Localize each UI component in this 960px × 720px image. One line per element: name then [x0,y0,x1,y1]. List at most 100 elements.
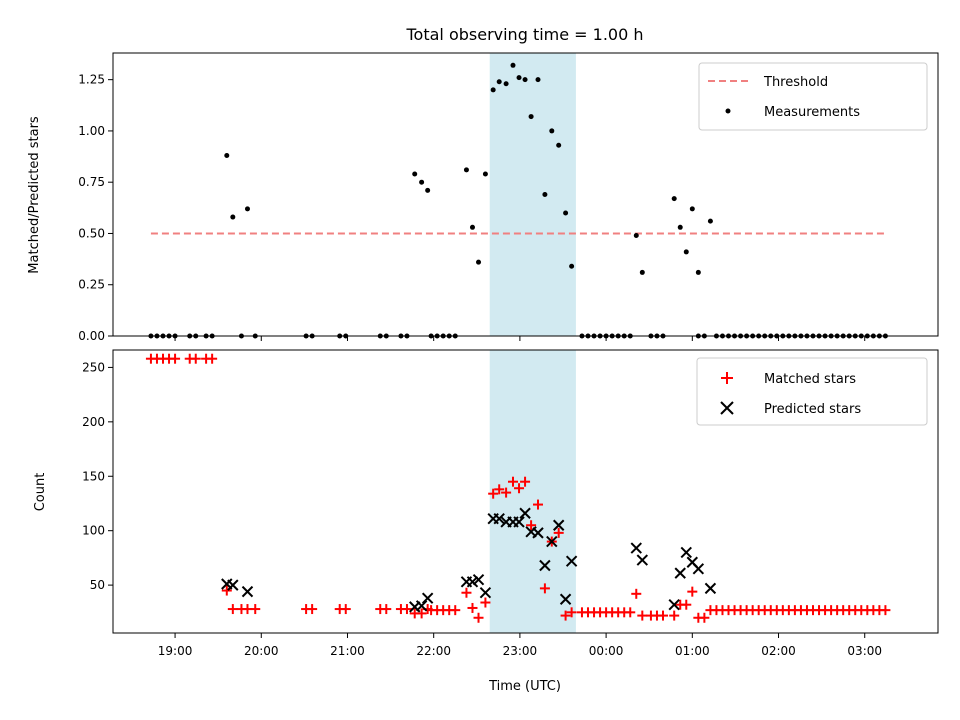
chart-title: Total observing time = 1.00 h [405,25,643,44]
measurement-point [496,79,502,85]
bottom-legend-box [696,357,928,426]
measurement-point [563,210,569,216]
matched-star-point [526,520,537,531]
matched-star-point [473,612,484,623]
predicted-star-point [466,576,479,588]
matched-star-point [687,586,698,597]
top-panel: Total observing time = 1.00 h 0.000.250.… [27,25,939,343]
predicted-star-point [674,567,686,579]
measurement-point [535,77,541,83]
top-y-tick-label: 0.00 [78,329,105,343]
matched-star-point [560,610,571,621]
matched-star-point [553,527,564,538]
measurements-legend-label: Measurements [764,105,860,120]
measurement-point [244,206,250,212]
predicted-star-point [493,513,505,525]
matched-legend-swatch [721,372,733,384]
top-y-tick-label: 1.00 [78,124,105,138]
bottom-y-tick-label: 250 [82,360,105,374]
measurement-point [522,77,528,83]
measurement-point [689,206,695,212]
top-y-axis: 0.00 0.25 0.50 0.75 1.00 1.25 [78,73,113,343]
measurement-point [639,269,645,275]
predicted-star-point [532,527,544,539]
matched-star-point [450,605,461,616]
bottom-x-tick-label: 00:00 [589,644,624,658]
measurement-point [677,224,683,230]
matched-star-point [401,604,412,615]
measurement-point [528,114,534,120]
matched-star-point [514,483,525,494]
matched-star-point [340,604,351,615]
bottom-y-tick-label: 100 [82,524,105,538]
bottom-y-axis-label: Count [33,473,48,512]
top-panel-frame [112,52,939,337]
predicted-star-point [692,563,705,575]
matched-star-point [207,353,218,364]
measurement-point [463,167,469,173]
top-highlight-band [489,53,576,336]
measurement-point [633,233,639,239]
matched-star-point [520,476,531,487]
predicted-star-point [421,592,434,604]
measurement-point [516,75,522,81]
matched-star-point [699,612,710,623]
predicted-star-point [680,546,692,559]
predicted-star-point [539,559,551,572]
predicted-star-point [559,593,572,605]
bottom-panel-frame [112,349,939,634]
matched-star-point [307,604,318,615]
matched-star-point [221,585,232,596]
top-y-tick-label: 0.25 [78,278,105,292]
measurement-point [482,171,488,177]
bottom-plot-area [145,350,891,633]
measurement-point [542,192,548,197]
matched-star-point [631,588,642,599]
matched-star-point [880,605,891,616]
predicted-legend-label: Predicted stars [764,402,861,417]
bottom-x-tick-label: 03:00 [847,644,882,658]
matched-star-point [681,599,692,610]
bottom-y-tick-label: 50 [90,578,105,592]
predicted-star-point [513,516,525,528]
top-legend: Threshold Measurements [698,62,928,131]
bottom-y-axis: 50 100 150 200 250 [82,360,113,592]
measurement-point [503,81,509,87]
predicted-star-point [472,573,485,586]
matched-star-point [461,587,472,598]
predicted-star-point [565,555,578,567]
predicted-legend-swatch [720,401,734,415]
predicted-star-point [241,585,254,598]
measurement-point [476,259,482,265]
matched-star-point [501,487,512,498]
top-legend-box [698,62,928,131]
measurement-point [569,263,575,269]
matched-star-point [416,608,427,619]
bottom-x-tick-label: 19:00 [158,644,193,658]
predicted-star-point [668,598,680,611]
top-x-axis [174,336,866,341]
measurement-point [425,187,431,193]
measurement-point [556,142,562,148]
measurements-legend-swatch [725,108,731,114]
measurement-point [419,179,425,185]
threshold-legend-label: Threshold [763,75,828,90]
bottom-x-tick-label: 01:00 [675,644,710,658]
predicted-star-point [227,579,239,591]
bottom-highlight-band [489,350,576,633]
bottom-x-tick-label: 02:00 [761,644,796,658]
matched-star-point [381,604,392,615]
matched-legend-label: Matched stars [764,372,856,387]
predicted-star-point [630,542,642,554]
matched-star-point [533,499,543,510]
matched-star-point [190,353,201,364]
measurement-point [683,249,689,255]
bottom-x-tick-label: 22:00 [416,644,451,658]
predicted-star-point [636,554,649,566]
matched-star-point [250,604,261,615]
top-y-tick-label: 1.25 [78,73,105,87]
matched-star-point [494,484,505,495]
matched-star-point [227,604,238,615]
predicted-star-point [415,600,428,612]
